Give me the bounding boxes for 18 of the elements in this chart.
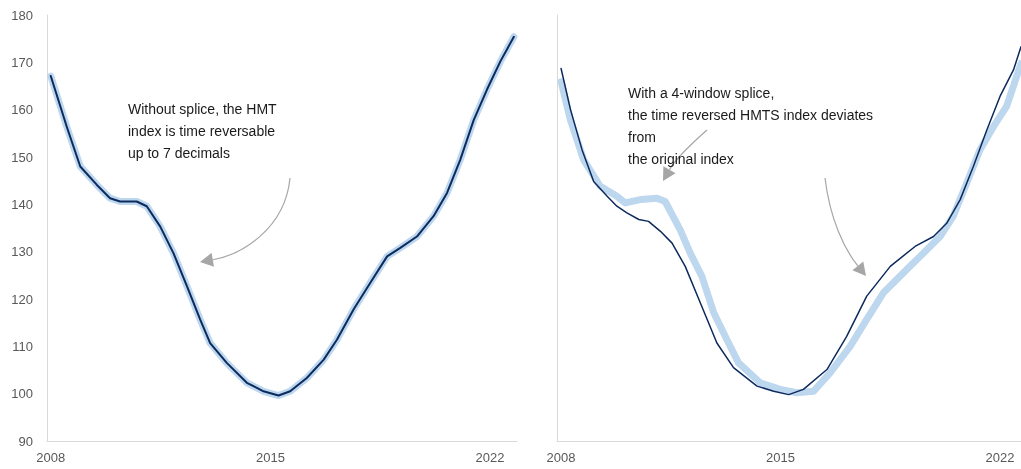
x-tick-label: 2015 xyxy=(766,450,795,465)
x-tick-label: 2022 xyxy=(985,450,1015,465)
y-tick-label: 150 xyxy=(11,149,33,165)
y-tick-label: 130 xyxy=(11,244,33,260)
annotation: Without splice, the HMT index is time reversable up to 7 decimals xyxy=(128,101,278,161)
x-tick-label: 2008 xyxy=(546,450,576,465)
y-tick-label: 120 xyxy=(11,291,33,307)
annotation: With a 4-window splice, the time reversed HMTS index deviates from the original index xyxy=(628,85,874,167)
y-tick-label: 140 xyxy=(11,196,33,212)
x-tick-label: 2022 xyxy=(475,450,505,465)
y-tick-label: 90 xyxy=(18,433,33,449)
y-tick-label: 110 xyxy=(12,338,33,354)
x-tick-label: 2008 xyxy=(36,450,66,465)
y-tick-label: 100 xyxy=(11,386,33,402)
y-tick-label: 170 xyxy=(11,54,33,70)
y-tick-label: 160 xyxy=(11,102,33,118)
y-tick-label: 180 xyxy=(11,7,33,23)
x-tick-label: 2015 xyxy=(255,450,285,465)
